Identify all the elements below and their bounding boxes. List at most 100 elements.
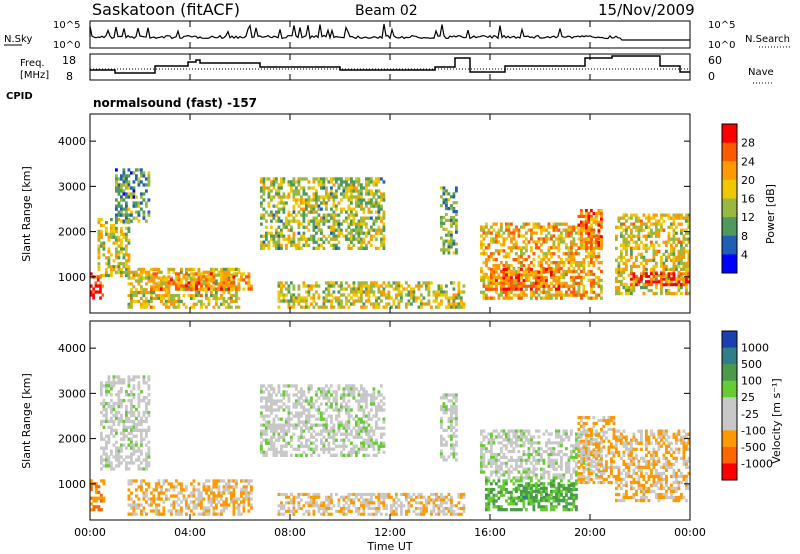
echo-cell [147, 273, 151, 277]
echo-cell [540, 263, 543, 268]
echo-cell [297, 414, 301, 418]
echo-cell [270, 408, 273, 412]
echo-cell [357, 429, 361, 433]
echo-cell [97, 244, 101, 248]
echo-cell [155, 296, 158, 300]
echo-cell [502, 269, 506, 274]
echo-cell [425, 281, 428, 285]
echo-cell [212, 494, 216, 498]
echo-cell [487, 284, 491, 288]
echo-cell [575, 231, 578, 235]
echo-cell [500, 287, 503, 291]
echo-cell [367, 284, 371, 288]
echo-cell [142, 467, 146, 471]
echo-cell [515, 269, 518, 274]
echo-cell [267, 405, 271, 409]
echo-cell [105, 440, 108, 444]
echo-cell [360, 495, 363, 499]
echo-cell [532, 252, 536, 256]
echo-cell [537, 261, 541, 265]
echo-cell [430, 305, 433, 309]
echo-cell [385, 296, 388, 300]
echo-cell [482, 261, 486, 265]
echo-cell [625, 246, 628, 250]
echo-cell [92, 508, 96, 512]
echo-cell [282, 393, 286, 397]
echo-cell [100, 223, 103, 228]
echo-cell [210, 267, 213, 271]
echo-cell [147, 440, 151, 444]
echo-cell [397, 498, 401, 502]
echo-cell [282, 204, 286, 208]
echo-cell [422, 296, 426, 300]
echo-cell [167, 296, 171, 300]
echo-cell [110, 449, 113, 453]
echo-cell [485, 293, 488, 297]
echo-cell [200, 284, 203, 288]
echo-cell [267, 441, 271, 445]
echo-cell [207, 284, 211, 288]
echo-cell [680, 285, 683, 290]
echo-cell [530, 228, 533, 232]
echo-cell [282, 237, 286, 241]
echo-cell [105, 443, 108, 447]
echo-cell [287, 284, 291, 288]
echo-cell [342, 509, 346, 513]
echo-cell [127, 265, 131, 269]
echo-cell [330, 237, 333, 241]
echo-cell [305, 426, 308, 430]
echo-cell [322, 501, 326, 505]
echo-cell [277, 492, 281, 496]
echo-cell [260, 423, 263, 427]
echo-cell [330, 213, 333, 217]
echo-cell [620, 249, 623, 253]
echo-cell [162, 500, 166, 504]
echo-cell [345, 444, 348, 448]
echo-cell [395, 287, 398, 291]
echo-cell [450, 204, 453, 208]
echo-cell [290, 299, 293, 303]
echo-cell [365, 189, 368, 193]
echo-cell [347, 453, 351, 457]
echo-cell [145, 219, 148, 223]
echo-cell [360, 393, 363, 397]
echo-cell [662, 228, 666, 232]
echo-cell [582, 290, 586, 294]
echo-cell [442, 242, 446, 246]
echo-cell [205, 296, 208, 300]
echo-cell [222, 488, 226, 492]
echo-cell [287, 441, 291, 445]
echo-cell [192, 506, 196, 510]
echo-cell [335, 509, 338, 513]
echo-cell [445, 284, 448, 288]
echo-cell [440, 284, 443, 288]
echo-cell [545, 290, 548, 294]
echo-cell [387, 284, 391, 288]
echo-cell [377, 390, 381, 394]
echo-cell [237, 506, 241, 510]
echo-cell [455, 305, 458, 309]
echo-cell [260, 189, 263, 193]
echo-cell [655, 222, 658, 226]
echo-cell [622, 261, 626, 265]
echo-cell [525, 272, 528, 277]
echo-cell [270, 387, 273, 391]
echo-cell [267, 447, 271, 451]
echo-cell [140, 267, 143, 271]
echo-cell [640, 240, 643, 244]
echo-cell [357, 299, 361, 303]
echo-cell [592, 249, 596, 253]
echo-cell [577, 237, 581, 241]
echo-cell [280, 447, 283, 451]
echo-cell [132, 186, 136, 190]
beam-label: Beam 02 [355, 3, 418, 19]
echo-cell [595, 258, 598, 262]
echo-cell [130, 305, 133, 309]
echo-cell [322, 444, 326, 448]
echo-cell [635, 275, 638, 278]
echo-cell [592, 278, 596, 282]
echo-cell [105, 232, 108, 236]
echo-cell [642, 222, 646, 226]
echo-cell [645, 225, 648, 229]
